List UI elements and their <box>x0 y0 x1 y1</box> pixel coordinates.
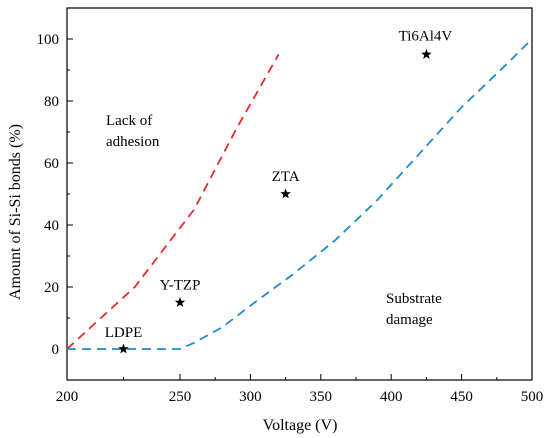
y-tick-label: 40 <box>44 218 59 234</box>
x-axis-title: Voltage (V) <box>263 417 338 434</box>
data-point-star <box>174 297 186 307</box>
points-layer: LDPE Y-TZP ZTA Ti6Al4V <box>105 29 453 354</box>
x-tick-label: 400 <box>380 389 403 405</box>
data-point-label: ZTA <box>272 169 300 185</box>
x-tick-label: 200 <box>56 389 79 405</box>
data-point-label: Ti6Al4V <box>399 29 453 45</box>
x-tick-label: 250 <box>169 389 192 405</box>
data-point-star <box>280 188 291 199</box>
series-layer <box>66 38 533 350</box>
series-line-1 <box>66 54 280 350</box>
y-tick-label: 100 <box>37 32 60 48</box>
data-point-label: Y-TZP <box>160 278 201 294</box>
labels-layer: Lack of adhesion Substrate damage <box>106 113 442 328</box>
y-tick-label: 80 <box>44 94 59 110</box>
data-point-label: LDPE <box>105 325 143 341</box>
y-tick-label: 20 <box>44 280 59 296</box>
region-label: damage <box>386 312 433 328</box>
x-tick-label: 350 <box>310 389 333 405</box>
x-tick-label: 500 <box>521 389 544 405</box>
region-label: Substrate <box>386 291 442 307</box>
series-line-2 <box>67 38 533 350</box>
region-label: adhesion <box>106 134 160 150</box>
y-tick-label: 60 <box>44 156 59 172</box>
y-tick-label: 0 <box>52 342 60 358</box>
region-label: Lack of <box>106 113 152 129</box>
data-point-star <box>421 49 432 59</box>
x-tick-label: 300 <box>239 389 262 405</box>
axes: 200 250 300 350 400 450 500 0 20 40 60 80 100 <box>37 7 544 405</box>
data-point-star <box>118 343 129 354</box>
y-axis-title: Amount of Si-Si bonds (%) <box>7 124 24 300</box>
x-tick-label: 450 <box>450 389 473 405</box>
